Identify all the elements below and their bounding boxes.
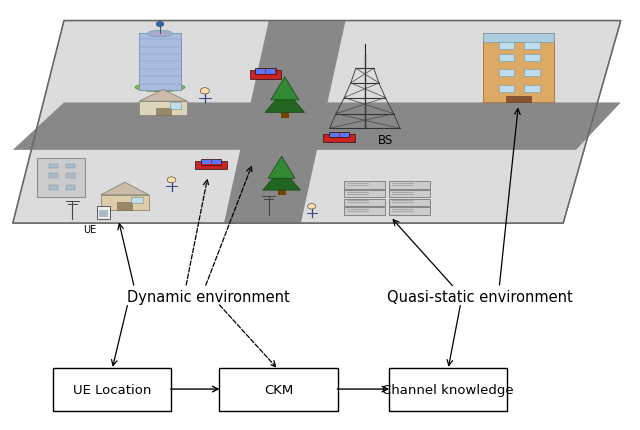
Polygon shape: [271, 77, 299, 101]
Bar: [499, 43, 514, 49]
Bar: [389, 208, 430, 215]
Bar: [278, 186, 285, 196]
Bar: [250, 71, 282, 80]
Bar: [483, 34, 554, 43]
Text: Quasi-static environment: Quasi-static environment: [387, 289, 573, 304]
Bar: [524, 70, 540, 77]
Bar: [499, 86, 514, 93]
Bar: [499, 55, 514, 62]
Text: Channel knowledge: Channel knowledge: [382, 383, 514, 396]
Bar: [201, 160, 221, 165]
Bar: [101, 195, 148, 211]
Polygon shape: [13, 103, 621, 150]
Bar: [195, 161, 227, 170]
Bar: [66, 174, 76, 178]
Circle shape: [308, 204, 316, 209]
Bar: [156, 108, 171, 116]
Bar: [389, 182, 430, 189]
Circle shape: [167, 178, 176, 183]
Bar: [140, 102, 187, 116]
Bar: [280, 108, 289, 118]
Circle shape: [200, 89, 209, 95]
FancyBboxPatch shape: [52, 368, 172, 411]
Bar: [344, 182, 385, 189]
Ellipse shape: [135, 84, 185, 92]
Bar: [344, 199, 385, 206]
FancyBboxPatch shape: [388, 368, 507, 411]
Bar: [389, 190, 430, 198]
Bar: [256, 70, 265, 75]
Bar: [49, 185, 58, 190]
Text: UE: UE: [83, 224, 96, 234]
Bar: [344, 190, 385, 198]
Bar: [37, 159, 85, 198]
Polygon shape: [263, 169, 300, 190]
Polygon shape: [140, 90, 187, 102]
Bar: [66, 185, 76, 190]
Bar: [323, 134, 355, 143]
Polygon shape: [265, 90, 305, 113]
Polygon shape: [268, 157, 295, 179]
Circle shape: [156, 22, 164, 28]
Bar: [329, 132, 349, 138]
Bar: [49, 164, 58, 169]
Polygon shape: [13, 22, 621, 224]
Ellipse shape: [148, 31, 173, 38]
Bar: [524, 55, 540, 62]
Text: Dynamic environment: Dynamic environment: [127, 289, 289, 304]
Bar: [506, 96, 531, 103]
Bar: [340, 133, 349, 138]
Bar: [212, 160, 221, 165]
Bar: [170, 103, 181, 110]
Text: UE Location: UE Location: [73, 383, 151, 396]
Bar: [524, 43, 540, 49]
Text: CKM: CKM: [264, 383, 293, 396]
Text: BS: BS: [378, 134, 393, 147]
Bar: [99, 210, 108, 217]
Bar: [202, 160, 211, 165]
Bar: [255, 69, 276, 75]
Bar: [389, 199, 430, 206]
Bar: [330, 133, 339, 138]
Polygon shape: [224, 22, 346, 224]
Bar: [483, 34, 554, 103]
Bar: [66, 164, 76, 169]
Bar: [49, 174, 58, 178]
FancyBboxPatch shape: [219, 368, 338, 411]
Bar: [266, 70, 275, 75]
Bar: [131, 197, 143, 204]
Polygon shape: [101, 183, 149, 195]
Bar: [524, 86, 540, 93]
Bar: [97, 206, 110, 219]
Bar: [140, 34, 180, 90]
Bar: [344, 208, 385, 215]
Bar: [117, 203, 132, 211]
Bar: [499, 70, 514, 77]
